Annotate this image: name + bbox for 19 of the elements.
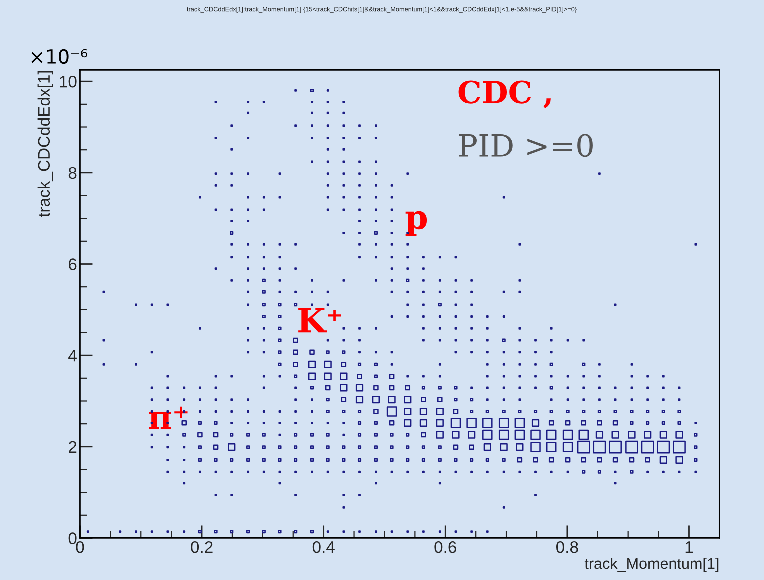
annotation: PID >=0 [459,134,593,158]
x-axis-title: track_Momentum[1] [584,558,719,572]
x-tick-label: 0.8 [556,541,578,554]
x-tick-label: 0.2 [191,541,213,554]
y-tick-label: 2 [69,441,77,453]
y-tick-label: 8 [68,167,77,180]
annotation: CDC , [458,80,551,108]
y-tick-label: 4 [68,350,77,362]
y-tick-label: 0 [68,532,77,544]
x-tick-label: 0.4 [312,541,335,554]
text: ×10⁻⁶ [32,49,88,64]
annotation: π⁺ [149,406,188,430]
annotation: p [406,211,428,236]
x-tick-label: 0.6 [434,541,456,554]
y-tick-label: 10 [60,76,77,88]
y-tick-label: 6 [69,258,77,270]
x-tick-label: 1 [686,542,694,554]
annotation: K⁺ [298,308,342,333]
y-axis-title: track_CDCddEdx[1] [38,71,54,218]
